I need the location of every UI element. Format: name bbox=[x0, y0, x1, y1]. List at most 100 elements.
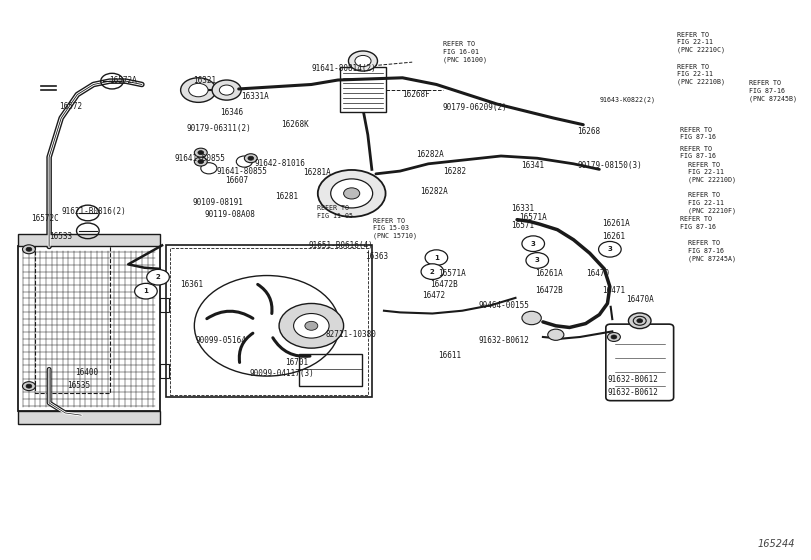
Circle shape bbox=[26, 248, 32, 251]
Text: 1: 1 bbox=[144, 288, 148, 294]
Text: 16331A: 16331A bbox=[241, 92, 269, 101]
Circle shape bbox=[23, 245, 36, 254]
Text: 91621-B0816(2): 91621-B0816(2) bbox=[61, 207, 126, 216]
Text: 16261A: 16261A bbox=[534, 269, 563, 278]
Text: 16361: 16361 bbox=[180, 280, 203, 289]
Bar bbox=[299, 354, 363, 386]
Text: 91641-80814(2): 91641-80814(2) bbox=[311, 64, 376, 73]
Bar bbox=[166, 245, 372, 397]
Text: 16261: 16261 bbox=[602, 232, 625, 241]
Circle shape bbox=[23, 382, 36, 391]
Circle shape bbox=[219, 85, 234, 95]
Text: 16535: 16535 bbox=[67, 380, 90, 390]
Text: 16472B: 16472B bbox=[430, 280, 457, 289]
Text: 3: 3 bbox=[534, 258, 539, 263]
Circle shape bbox=[344, 188, 360, 199]
Text: 16470A: 16470A bbox=[626, 295, 654, 304]
Text: 82711-10380: 82711-10380 bbox=[325, 330, 376, 339]
Text: 90179-06209(2): 90179-06209(2) bbox=[443, 104, 508, 113]
Circle shape bbox=[189, 83, 208, 97]
Text: 91643-K0822(2): 91643-K0822(2) bbox=[599, 97, 655, 104]
Circle shape bbox=[331, 179, 373, 208]
Text: 16472: 16472 bbox=[422, 291, 445, 300]
Circle shape bbox=[637, 319, 642, 323]
Text: REFER TO
FIG 11-05: REFER TO FIG 11-05 bbox=[317, 205, 353, 218]
Circle shape bbox=[279, 304, 344, 348]
Text: 16572C: 16572C bbox=[32, 214, 59, 223]
Text: 16471: 16471 bbox=[602, 286, 625, 295]
Circle shape bbox=[248, 156, 254, 160]
Text: 91641-80855: 91641-80855 bbox=[217, 166, 268, 176]
Text: 91632-B0612: 91632-B0612 bbox=[607, 375, 659, 384]
Text: REFER TO
FIG 22-11
(PNC 22210F): REFER TO FIG 22-11 (PNC 22210F) bbox=[689, 192, 736, 214]
Text: 90179-06311(2): 90179-06311(2) bbox=[187, 124, 251, 133]
Text: 16346: 16346 bbox=[220, 108, 243, 117]
FancyArrowPatch shape bbox=[239, 333, 253, 362]
Text: REFER TO
FIG 87-16: REFER TO FIG 87-16 bbox=[680, 216, 716, 230]
Text: REFER TO
FIG 22-11
(PNC 22210C): REFER TO FIG 22-11 (PNC 22210C) bbox=[677, 32, 725, 53]
Text: 2: 2 bbox=[156, 274, 161, 280]
Circle shape bbox=[305, 321, 318, 330]
Circle shape bbox=[599, 241, 621, 257]
Bar bbox=[340, 67, 386, 113]
Circle shape bbox=[159, 273, 165, 278]
FancyArrowPatch shape bbox=[272, 338, 310, 356]
Text: 1: 1 bbox=[434, 255, 439, 260]
Text: 91632-B0612: 91632-B0612 bbox=[607, 388, 659, 398]
Text: 16341: 16341 bbox=[521, 161, 544, 170]
Text: REFER TO
FIG 15-03
(PNC 15710): REFER TO FIG 15-03 (PNC 15710) bbox=[374, 218, 418, 239]
Circle shape bbox=[26, 384, 32, 388]
Text: REFER TO
FIG 87-16: REFER TO FIG 87-16 bbox=[680, 146, 716, 160]
Circle shape bbox=[244, 154, 257, 163]
Text: 16470: 16470 bbox=[586, 269, 609, 278]
Circle shape bbox=[195, 157, 208, 166]
Circle shape bbox=[634, 317, 646, 325]
Circle shape bbox=[526, 253, 548, 268]
Text: 3: 3 bbox=[607, 246, 612, 252]
Circle shape bbox=[607, 333, 620, 342]
Circle shape bbox=[421, 264, 444, 279]
Text: 3: 3 bbox=[530, 241, 535, 247]
Text: 90109-08191: 90109-08191 bbox=[193, 198, 243, 207]
Circle shape bbox=[198, 160, 204, 164]
Text: 16268F: 16268F bbox=[402, 90, 431, 99]
Bar bbox=[160, 298, 169, 312]
Text: 90464-00155: 90464-00155 bbox=[478, 301, 530, 310]
Text: REFER TO
FIG 22-11
(PNC 22210B): REFER TO FIG 22-11 (PNC 22210B) bbox=[677, 64, 725, 85]
Circle shape bbox=[349, 51, 377, 71]
Circle shape bbox=[198, 151, 204, 155]
Circle shape bbox=[425, 250, 448, 265]
Bar bbox=[160, 365, 169, 379]
Circle shape bbox=[522, 311, 541, 325]
Bar bbox=[19, 411, 160, 423]
Text: 16571A: 16571A bbox=[438, 269, 466, 278]
Circle shape bbox=[522, 236, 544, 251]
Text: REFER TO
FIG 16-01
(PNC 16100): REFER TO FIG 16-01 (PNC 16100) bbox=[443, 41, 487, 63]
Circle shape bbox=[181, 78, 216, 102]
Circle shape bbox=[135, 283, 157, 299]
FancyArrowPatch shape bbox=[258, 284, 272, 314]
Bar bbox=[19, 246, 160, 411]
Circle shape bbox=[195, 148, 208, 157]
Text: 165244: 165244 bbox=[758, 539, 796, 549]
Text: 16472B: 16472B bbox=[534, 286, 563, 295]
Text: 16268: 16268 bbox=[577, 128, 601, 137]
Text: 16281A: 16281A bbox=[303, 168, 331, 178]
Circle shape bbox=[212, 80, 241, 100]
Text: 16282A: 16282A bbox=[416, 150, 444, 159]
Text: 16268K: 16268K bbox=[281, 120, 309, 129]
Text: 16701: 16701 bbox=[285, 358, 308, 367]
Text: 16571A: 16571A bbox=[519, 213, 547, 222]
Text: REFER TO
FIG 22-11
(PNC 22210D): REFER TO FIG 22-11 (PNC 22210D) bbox=[689, 162, 736, 184]
Text: 2: 2 bbox=[430, 269, 435, 274]
Text: 16261A: 16261A bbox=[602, 218, 629, 227]
Text: 16611: 16611 bbox=[438, 351, 461, 360]
Text: 91641-80855: 91641-80855 bbox=[174, 154, 225, 163]
Text: 16282A: 16282A bbox=[420, 187, 448, 196]
Bar bbox=[19, 234, 160, 246]
Text: 90179-08150(3): 90179-08150(3) bbox=[577, 161, 642, 170]
Text: 91642-81016: 91642-81016 bbox=[255, 159, 306, 169]
Text: 16572A: 16572A bbox=[109, 76, 137, 85]
Text: 16363: 16363 bbox=[366, 252, 388, 261]
Text: REFER TO
FIG 87-16: REFER TO FIG 87-16 bbox=[680, 127, 716, 141]
